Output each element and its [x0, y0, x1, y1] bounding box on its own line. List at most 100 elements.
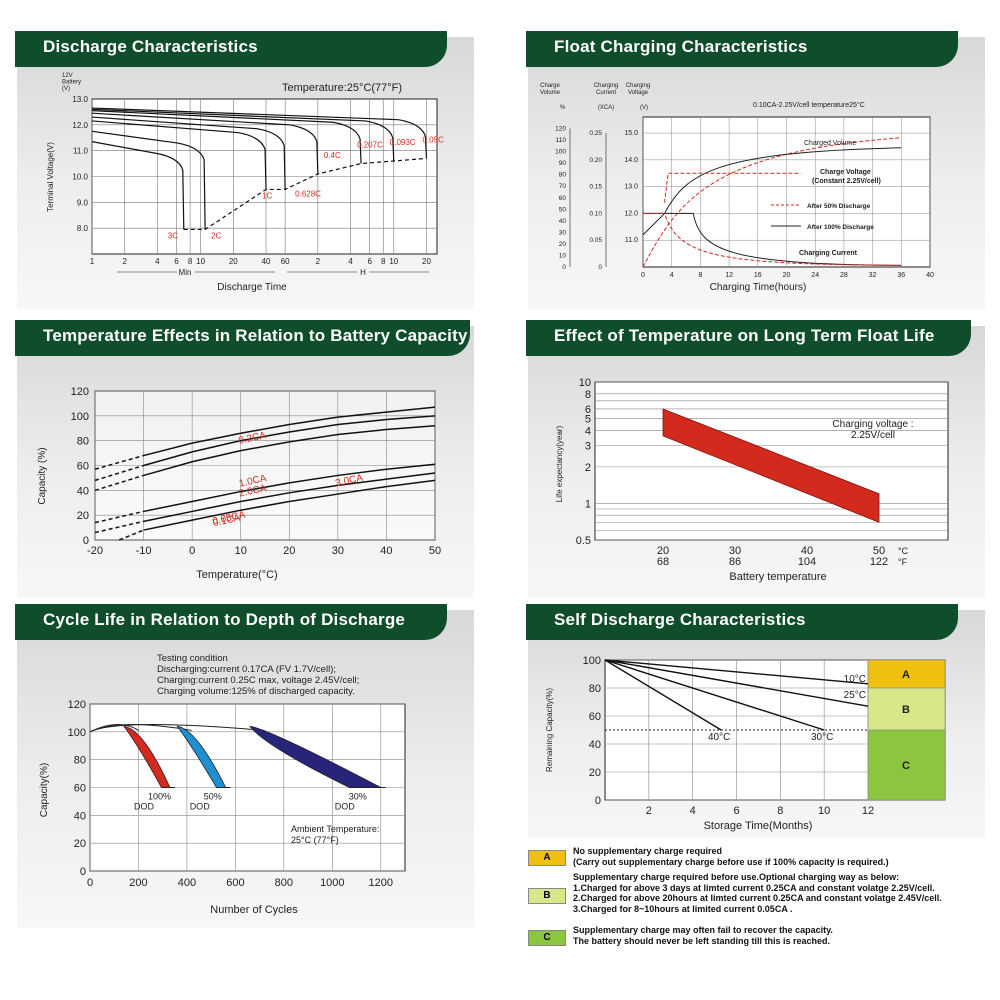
- y-tick-label: 10.0: [72, 173, 88, 182]
- y-axis-header: Battery: [62, 80, 81, 86]
- x-tick-label: 2: [316, 257, 321, 266]
- y-tick-label: 1: [585, 498, 591, 510]
- discharge-curve: [91, 110, 362, 164]
- panel-title: Float Charging Characteristics: [526, 31, 958, 67]
- charge-voltage-curve: [642, 147, 902, 236]
- x-tick-label-c: 40: [801, 545, 813, 557]
- discharge-curve: [91, 116, 286, 190]
- y-tick-label: 13.0: [72, 95, 88, 104]
- y-axis-header: 12V: [62, 73, 73, 79]
- charge-volume-tick: 80: [559, 172, 567, 179]
- series-label: 10°C: [844, 674, 866, 685]
- x-tick-label: 4: [348, 257, 353, 266]
- charge-volume-tick: 70: [559, 183, 567, 190]
- charging-current-curve: [643, 212, 902, 266]
- axis-header: (V): [640, 105, 648, 111]
- legend-swatch-c: C: [528, 930, 566, 946]
- axis-header: Charging: [594, 83, 618, 89]
- y-tick-label: 0.5: [576, 535, 591, 547]
- self-discharge-line: [604, 659, 722, 731]
- y-tick-label: 100: [68, 727, 86, 739]
- charge-volume-tick: 110: [556, 137, 567, 144]
- annotation: Charging voltage :: [832, 419, 913, 430]
- discharge-curve: [91, 107, 428, 159]
- x-tick-label-f: 68: [657, 556, 669, 568]
- x-tick-label-f: 86: [729, 556, 741, 568]
- y-tick-label: 40: [77, 485, 89, 497]
- capacity-curve: [143, 472, 436, 523]
- x-tick-label: 20: [783, 272, 791, 279]
- x-tick-label-f: 104: [798, 556, 816, 568]
- ambient-note: Ambient Temperature:: [291, 824, 379, 834]
- x-tick-label: 0: [189, 545, 195, 557]
- series-sublabel: DOD: [134, 802, 155, 812]
- capacity-curve-dashed: [119, 529, 144, 541]
- capacity-curve: [143, 406, 436, 457]
- x-tick-label: 8: [381, 257, 386, 266]
- y-tick-label: 3: [585, 440, 591, 452]
- axis-header: Volume: [540, 90, 561, 96]
- charge-volume-tick: 120: [555, 126, 566, 133]
- y-tick-label: 120: [68, 699, 86, 711]
- capacity-curve-dashed: [94, 510, 144, 524]
- y-axis-title: Capacity (%): [37, 447, 48, 504]
- axis-header: (XCA): [598, 105, 614, 111]
- chart-title: Temperature:25°C(77°F): [282, 82, 402, 94]
- series-label: 0.4C: [324, 151, 341, 160]
- x-tick-label: 0: [641, 272, 645, 279]
- annotation: After 100% Discharge: [807, 224, 874, 231]
- x-tick-label: 6: [733, 805, 739, 817]
- voltage-tick: 15.0: [624, 130, 638, 137]
- legend-text-a: No supplementary charge required (Carry …: [573, 846, 889, 867]
- x-axis-title: Storage Time(Months): [704, 820, 813, 832]
- y-tick-label: 60: [77, 461, 89, 473]
- self-discharge-line: [604, 659, 869, 707]
- legend-text-c: Supplementary charge may often fail to r…: [573, 925, 833, 946]
- test-note: Charging:current 0.25C max, voltage 2.45…: [157, 675, 359, 686]
- panel-title: Effect of Temperature on Long Term Float…: [526, 320, 971, 356]
- charge-volume-tick: 30: [559, 229, 567, 236]
- series-label: 40°C: [708, 732, 730, 743]
- y-tick-label: 40: [589, 739, 601, 751]
- x-tick-label: 40: [262, 257, 271, 266]
- y-tick-label: 80: [589, 683, 601, 695]
- y-tick-label: 9.0: [77, 198, 89, 207]
- discharge-curve: [91, 141, 185, 230]
- x-tick-label: 200: [129, 877, 147, 889]
- y-tick-label: 80: [74, 755, 86, 767]
- x-tick-label: -10: [136, 545, 152, 557]
- axis-header: Charging: [626, 83, 650, 89]
- x-tick-label: 10: [389, 257, 398, 266]
- series-label: 25°C: [844, 690, 866, 701]
- series-label: 0.093C: [390, 138, 416, 147]
- capacity-curve: [89, 724, 265, 733]
- capacity-curve: [143, 463, 436, 513]
- charge-volume-tick: 20: [559, 241, 567, 248]
- series-label: 0.05C: [422, 135, 444, 144]
- x-group-label: H: [360, 268, 366, 277]
- y-tick-label: 8: [585, 389, 591, 401]
- capacity-curve: [143, 415, 436, 467]
- x-tick-label: 40: [380, 545, 392, 557]
- x-axis-title: Temperature(°C): [196, 569, 277, 581]
- zone-label: B: [902, 704, 910, 716]
- test-note: Discharging:current 0.17CA (FV 1.7V/cell…: [157, 664, 336, 675]
- y-axis-header: (V): [62, 86, 70, 92]
- x-tick-label: 8: [777, 805, 783, 817]
- panel-cycle-life: Cycle Life in Relation to Depth of Disch…: [15, 604, 474, 928]
- axis-header: Charge: [540, 83, 560, 89]
- panel-float-life: Effect of Temperature on Long Term Float…: [526, 320, 985, 598]
- self-discharge-line: [604, 659, 825, 731]
- y-tick-label: 10: [579, 377, 591, 389]
- y-tick-label: 120: [71, 386, 89, 398]
- x-tick-label: 24: [811, 272, 819, 279]
- capacity-curve: [143, 425, 436, 477]
- y-tick-label: 0: [83, 535, 89, 547]
- y-axis-title: Remaining Capacity(%): [545, 688, 554, 772]
- x-tick-label: 6: [174, 257, 179, 266]
- charge-volume-tick: 90: [559, 160, 567, 167]
- x-tick-label: 8: [698, 272, 702, 279]
- x-tick-label: 20: [422, 257, 431, 266]
- current-tick: 0.20: [589, 157, 602, 164]
